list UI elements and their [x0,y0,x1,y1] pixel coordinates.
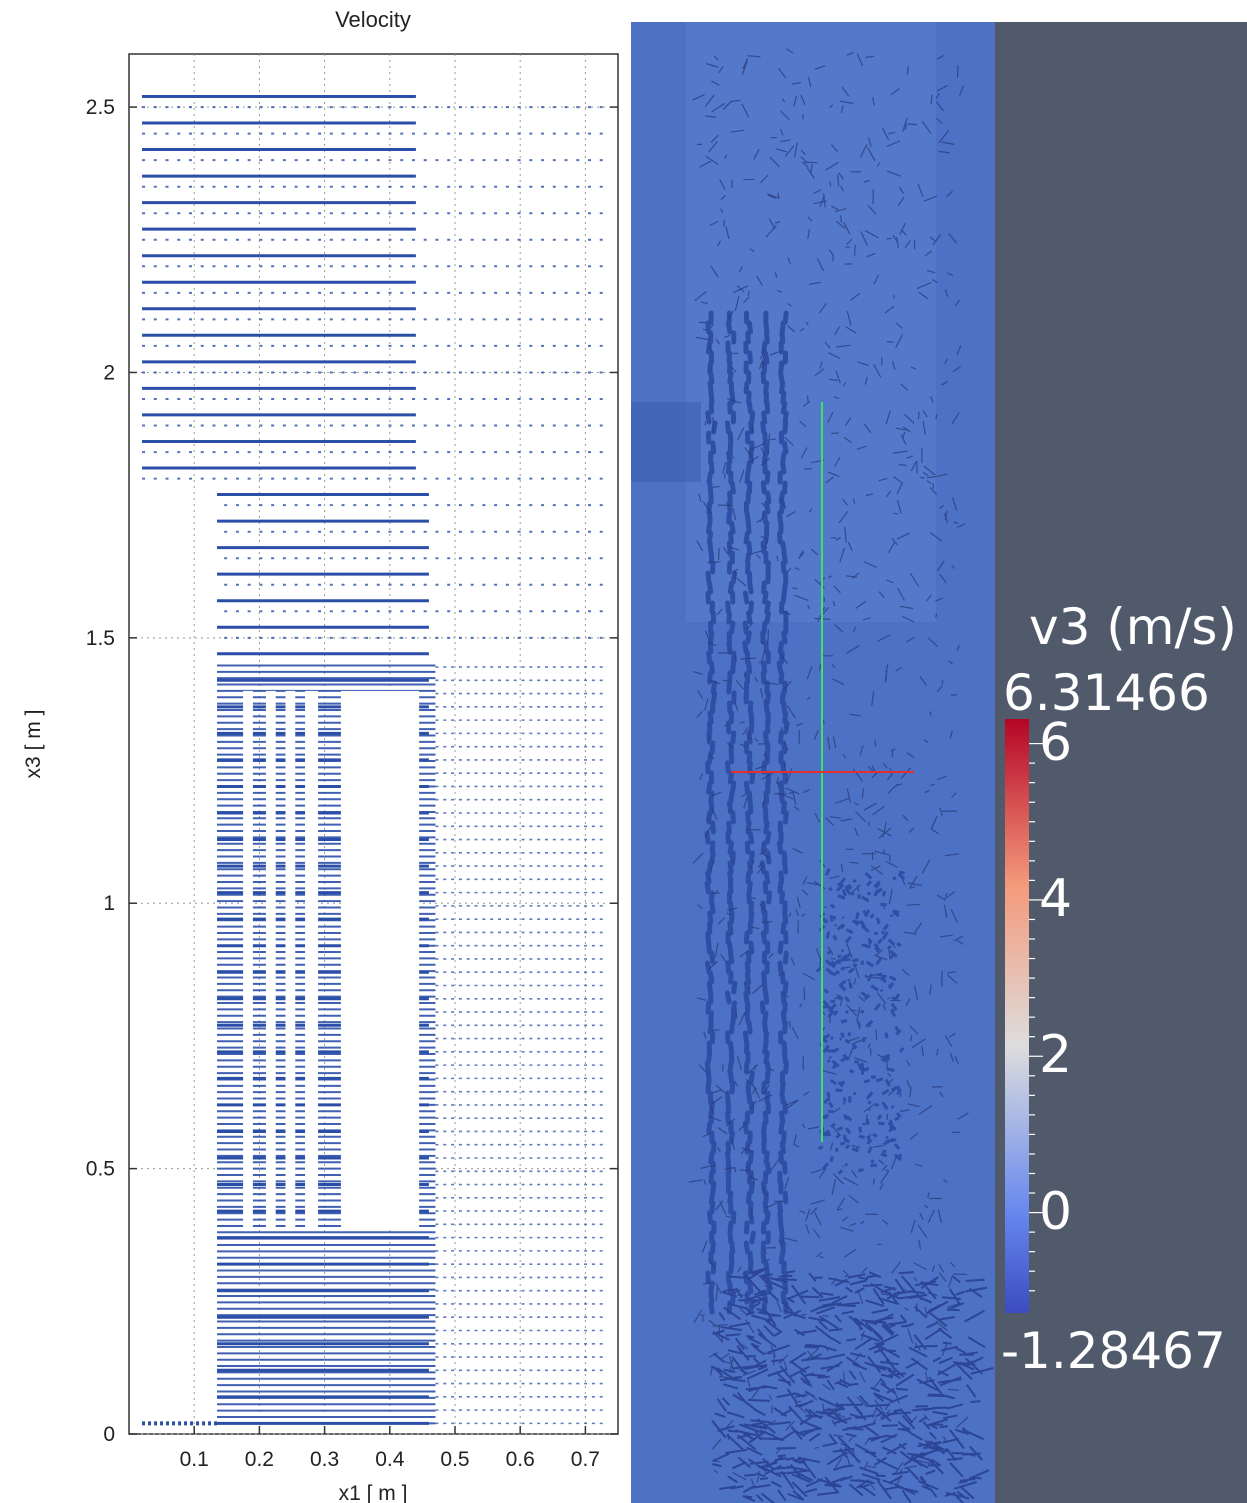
y-tick-label: 1 [103,892,115,915]
velocity-vectors [142,94,603,1426]
field-vectors [688,48,994,1503]
field-band-left [631,402,701,482]
x-tick-label: 0.5 [440,1448,469,1471]
x-tick-label: 0.2 [245,1448,274,1471]
colorbar-title: v3 (m/s) [1029,598,1237,656]
field-band-upper [686,22,936,622]
chart-title: Velocity [335,7,411,32]
x-axis-ticks: 0.1 0.2 0.3 0.4 0.5 0.6 0.7 [180,1426,600,1471]
y-tick-label: 1.5 [86,627,115,650]
x-tick-label: 0.4 [375,1448,405,1471]
obstacle-block [243,690,253,1227]
colorbar-max-label: 6.31466 [1003,664,1210,722]
obstacle-block [340,690,420,1227]
colorbar-tick-label: 6 [1039,712,1073,773]
velocity-dense-region [217,664,436,1425]
simulation-view-panel: v3 (m/s) 6.31466 -1.28467 6 4 2 0 [631,22,1247,1503]
y-axis-label: x3 [ m ] [22,710,45,779]
x-tick-label: 0.6 [506,1448,535,1471]
v3-field-render [631,22,1043,1503]
x-tick-label: 0.7 [571,1448,600,1471]
obstacle-block [305,690,319,1227]
y-tick-label: 2.5 [86,96,115,119]
colorbar-tick-label: 2 [1039,1025,1073,1086]
plot-grid [129,54,618,1435]
colorbar-tick-label: 0 [1039,1181,1073,1242]
y-axis-ticks: 0 0.5 1 1.5 2 2.5 [86,96,618,1446]
field-vector-vortex [815,868,906,1175]
field-vector-bottom [710,1267,994,1503]
x-tick-label: 0.3 [310,1448,339,1471]
obstacle-block [265,690,276,1227]
x-tick-label: 0.1 [180,1448,209,1471]
velocity-vector-plot: Velocity 0.1 0.2 0.3 0.4 0.5 0.6 0.7 0 0.5 1 1.5 2… [22,7,619,1503]
velocity-dots-upper [142,106,603,639]
colorbar-min-label: -1.28467 [1001,1322,1226,1380]
colorbar-tick-label: 4 [1039,868,1073,929]
colorbar-ticks [1029,742,1043,1292]
obstacle-block [285,690,296,1227]
y-tick-label: 0 [103,1423,115,1446]
colorbar [1005,719,1029,1313]
field-vector-columns [704,310,790,1315]
y-tick-label: 0.5 [86,1158,115,1181]
x-axis-label: x1 [ m ] [339,1482,408,1503]
obstacles [243,690,420,1227]
y-tick-label: 2 [103,361,115,384]
velocity-dots-right [435,666,603,1425]
